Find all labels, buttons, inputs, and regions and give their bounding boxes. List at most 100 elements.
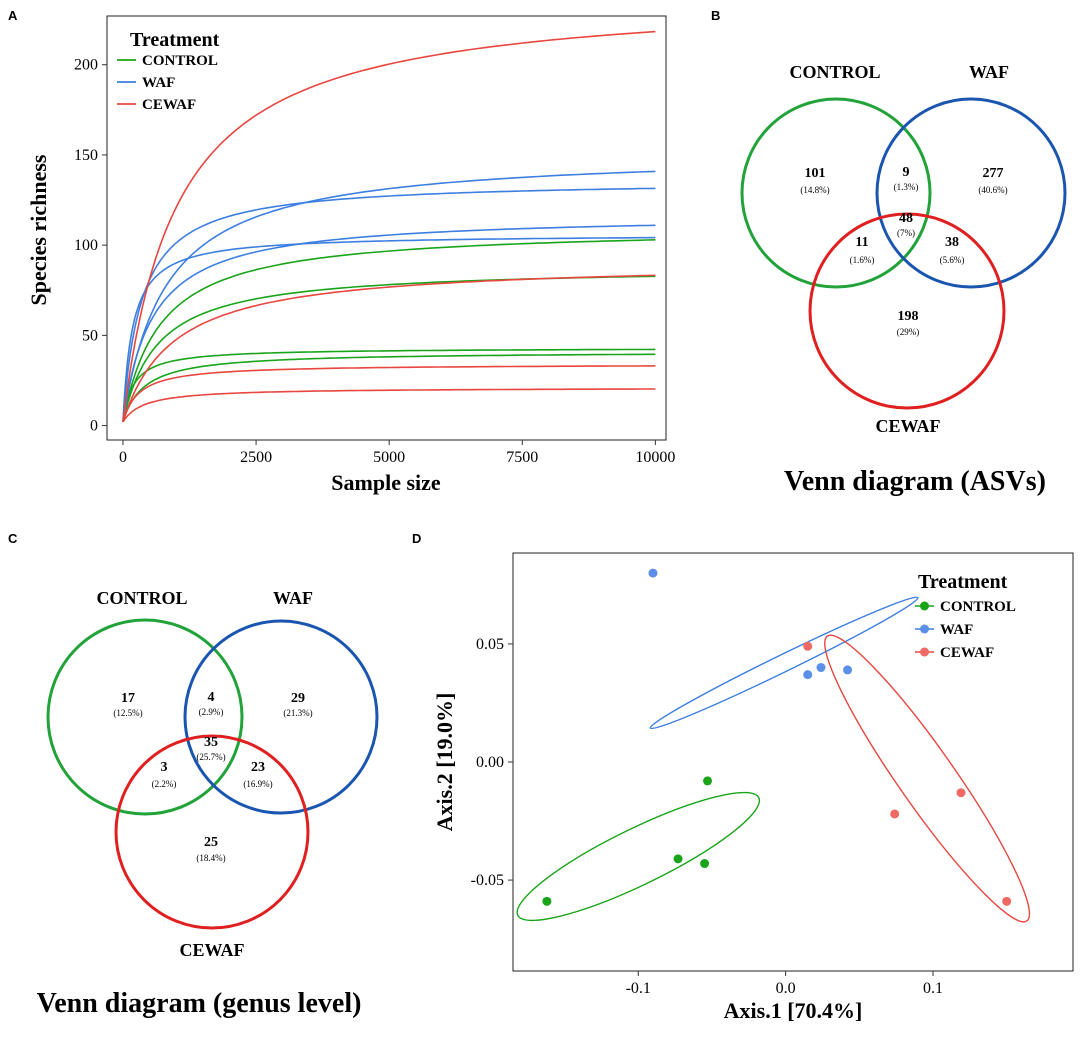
legend-title: Treatment xyxy=(130,29,220,51)
curve-waf-5 xyxy=(122,187,656,422)
venn-c-waf-circle xyxy=(183,619,379,815)
y-tick-label-d: 0.05 xyxy=(476,636,504,653)
venn-b-count-control-waf: 9 xyxy=(903,165,910,180)
x-axis-ticks: 0 2500 5000 7500 10000 xyxy=(119,440,675,466)
point-cewaf xyxy=(956,788,966,798)
y-tick-label: 150 xyxy=(74,147,98,164)
venn-b-pct-cewaf-only: (29%) xyxy=(897,327,920,337)
curve-control-3 xyxy=(122,353,656,423)
venn-b-waf-circle xyxy=(875,97,1067,289)
point-control xyxy=(542,896,552,906)
legend-cewaf-label: CEWAF xyxy=(142,97,196,113)
point-control xyxy=(703,776,713,786)
y-tick-label: 200 xyxy=(74,57,98,74)
panel-d-label: D xyxy=(412,531,421,546)
curve-waf-7 xyxy=(122,236,656,422)
curve-control-2 xyxy=(122,348,656,422)
x-tick-label-d: 0.0 xyxy=(776,980,796,997)
venn-c-cewaf-title: CEWAF xyxy=(179,940,244,960)
venn-c-control-circle xyxy=(46,618,244,816)
panel-a: A 0 2500 5000 7500 10000 0 50 100 150 200 Sample… xyxy=(8,8,675,495)
point-waf xyxy=(648,568,658,578)
point-cewaf xyxy=(803,641,813,651)
venn-b-pct-all: (7%) xyxy=(897,228,915,238)
y-axis-label-d: Axis.2 [19.0%] xyxy=(432,693,457,832)
venn-b-pct-control-waf: (1.3%) xyxy=(894,182,919,192)
x-tick-label: 5000 xyxy=(373,449,405,466)
venn-b-count-all: 48 xyxy=(899,211,913,226)
venn-c-count-waf-cewaf: 23 xyxy=(251,760,265,775)
legend-d-control-label: CONTROL xyxy=(940,599,1016,615)
venn-c-regions: 17 (12.5%) 4 (2.9%) 29 (21.3%) 35 (25.7%… xyxy=(113,690,312,863)
y-axis-label: Species richness xyxy=(26,154,51,305)
venn-b-pct-control-cewaf: (1.6%) xyxy=(850,255,875,265)
venn-b-count-control-only: 101 xyxy=(805,166,826,181)
ellipse-waf xyxy=(649,596,919,730)
legend-waf-label: WAF xyxy=(142,75,175,91)
panel-c-label: C xyxy=(8,531,18,546)
ordination-points xyxy=(542,568,1012,906)
legend-d-cewaf-dot xyxy=(920,647,929,657)
venn-c-pct-control-cewaf: (2.2%) xyxy=(152,779,177,789)
legend-d: Treatment CONTROL WAF CEWAF xyxy=(915,571,1016,661)
venn-b-count-waf-only: 277 xyxy=(983,166,1004,181)
venn-c-pct-control-only: (12.5%) xyxy=(113,708,142,718)
curve-waf-6 xyxy=(122,224,656,422)
venn-c-title: Venn diagram (genus level) xyxy=(37,988,362,1019)
venn-c-pct-all: (25.7%) xyxy=(196,752,225,762)
venn-c-count-cewaf-only: 25 xyxy=(204,835,218,850)
point-waf xyxy=(803,670,813,680)
point-cewaf xyxy=(890,809,900,819)
venn-b-waf-title: WAF xyxy=(969,62,1009,82)
confidence-ellipses xyxy=(516,596,1031,923)
panel-c: C CONTROL WAF CEWAF 17 (12.5%) 4 (2.9%) … xyxy=(8,531,379,1019)
venn-b-pct-waf-cewaf: (5.6%) xyxy=(940,255,965,265)
x-tick-label: 0 xyxy=(119,449,127,466)
legend-d-waf-dot xyxy=(920,624,929,634)
legend-d-control-dot xyxy=(920,601,929,611)
x-axis-label: Sample size xyxy=(331,470,441,495)
venn-b-pct-control-only: (14.8%) xyxy=(800,185,829,195)
y-tick-label: 100 xyxy=(74,237,98,254)
venn-c-count-all: 35 xyxy=(204,735,218,750)
point-control xyxy=(700,859,710,869)
venn-c-count-control-waf: 4 xyxy=(208,690,215,705)
curve-cewaf-9 xyxy=(122,274,656,423)
venn-b-title: Venn diagram (ASVs) xyxy=(784,466,1046,497)
legend-d-waf-label: WAF xyxy=(940,622,973,638)
y-axis-ticks: 0 50 100 150 200 xyxy=(74,57,107,435)
y-tick-label-d: -0.05 xyxy=(471,872,504,889)
y-tick-label: 50 xyxy=(82,327,98,344)
legend-d-cewaf-label: CEWAF xyxy=(940,645,994,661)
curve-cewaf-8 xyxy=(122,30,656,422)
point-waf xyxy=(843,665,853,675)
venn-c-pct-waf-only: (21.3%) xyxy=(283,708,312,718)
curve-control-0 xyxy=(122,239,656,422)
legend-control-label: CONTROL xyxy=(142,53,218,69)
plot-a-frame xyxy=(106,15,667,441)
ellipse-cewaf xyxy=(824,634,1031,923)
panel-b-label: B xyxy=(711,8,720,23)
x-tick-label-d: -0.1 xyxy=(626,980,651,997)
rarefaction-curves xyxy=(122,30,656,423)
venn-b-cewaf-title: CEWAF xyxy=(875,416,940,436)
venn-b-count-control-cewaf: 11 xyxy=(855,235,868,250)
panel-b: B CONTROL WAF CEWAF 101 (14.8%) 9 (1.3%)… xyxy=(711,8,1067,497)
curve-cewaf-11 xyxy=(122,388,656,423)
venn-b-control-circle xyxy=(740,97,932,289)
venn-c-pct-waf-cewaf: (16.9%) xyxy=(243,779,272,789)
y-axis-ticks-d: -0.05 0.00 0.05 xyxy=(471,636,513,889)
venn-b-cewaf-circle xyxy=(808,212,1006,410)
point-waf xyxy=(816,663,826,673)
y-tick-label: 0 xyxy=(90,418,98,435)
curve-waf-4 xyxy=(122,170,656,422)
venn-b-count-cewaf-only: 198 xyxy=(898,309,919,324)
venn-b-pct-waf-only: (40.6%) xyxy=(978,185,1007,195)
venn-c-control-title: CONTROL xyxy=(96,588,187,608)
x-tick-label: 7500 xyxy=(506,449,538,466)
point-cewaf xyxy=(1002,896,1012,906)
curve-cewaf-10 xyxy=(122,365,656,422)
plot-d-frame xyxy=(512,552,1074,972)
